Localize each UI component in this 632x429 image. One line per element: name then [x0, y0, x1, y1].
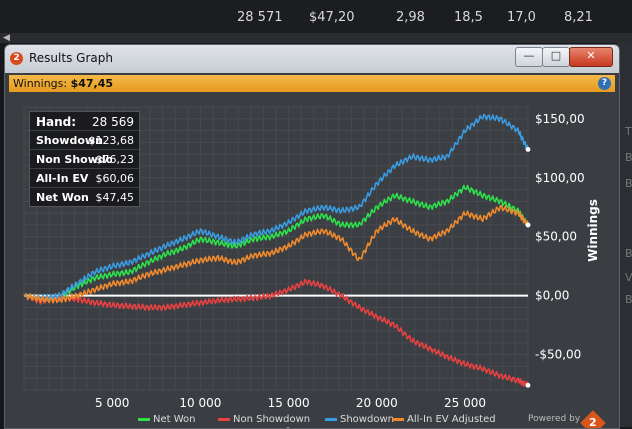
- y-axis-title: Winnings: [586, 199, 600, 262]
- winnings-bar: Winnings: $47,45 ?: [9, 75, 615, 92]
- series-line: [23, 113, 529, 302]
- stats-label: Showdown: [36, 134, 103, 147]
- series-end-point: [525, 147, 531, 152]
- stats-label: Hand:: [36, 115, 77, 129]
- y-tick-label: $150,00: [535, 112, 585, 126]
- powered-by-text: Powered by: [528, 414, 581, 424]
- series-end-point: [525, 382, 531, 388]
- legend-item-net-won[interactable]: Net Won: [138, 414, 196, 425]
- stats-value: $60,06: [95, 172, 135, 185]
- edge-letter: B: [625, 151, 632, 164]
- x-tick-label: 15 000: [268, 396, 310, 410]
- y-tick-label: $100,00: [535, 171, 585, 185]
- legend-label: Showdown: [340, 414, 394, 425]
- window-titlebar[interactable]: 2 Results Graph — □ ✕: [5, 45, 619, 73]
- results-table-summary-row: 28 571 $47,20 2,98 18,5 17,0 8,21: [0, 0, 632, 34]
- chart-legend: Net Won Non Showdown Showdown All-In EV …: [130, 414, 530, 428]
- stats-label: All-In EV: [36, 172, 89, 185]
- x-tick-label: 25 000: [444, 396, 486, 410]
- stats-row-net-won: Net Won $47,45: [30, 188, 139, 206]
- stats-value: 28 569: [92, 115, 134, 129]
- stats-value: $47,45: [95, 191, 135, 204]
- series-end-point: [525, 222, 531, 228]
- summary-cell-stat4: 8,21: [564, 10, 593, 25]
- edge-letter: B: [625, 177, 632, 190]
- stats-label: Net Won: [36, 191, 89, 204]
- legend-swatch: [392, 417, 404, 421]
- legend-swatch: [138, 417, 150, 421]
- legend-label: All-In EV Adjusted: [407, 414, 496, 425]
- maximize-button[interactable]: □: [542, 47, 570, 67]
- help-icon[interactable]: ?: [598, 77, 611, 90]
- stats-tooltip-box: Hand: 28 569 Showdown$123,68 Non Showdown…: [29, 111, 140, 207]
- summary-cell-stat1: 2,98: [396, 10, 425, 25]
- winnings-label: Winnings:: [13, 77, 68, 90]
- stats-row-non-showdown: Non Showdown-$76,23: [30, 150, 139, 169]
- edge-letter: T: [625, 125, 632, 138]
- horizontal-scrollbar[interactable]: ◀: [0, 33, 632, 43]
- stats-row-showdown: Showdown $123,68: [30, 131, 139, 150]
- results-line-chart: 5 000 10 000 15 000 20 000 25 000 $150,00 $100…: [23, 106, 600, 428]
- winnings-value: $47,45: [70, 77, 114, 90]
- series-line: [23, 204, 529, 304]
- legend-item-all-in-ev[interactable]: All-In EV Adjusted: [392, 414, 496, 425]
- series-line: [23, 184, 529, 305]
- summary-cell-stat3: 17,0: [507, 10, 536, 25]
- close-button[interactable]: ✕: [569, 47, 613, 67]
- series-line: [23, 278, 529, 388]
- edge-letter: B: [625, 293, 632, 306]
- app-logo-icon: 2: [10, 52, 23, 65]
- close-icon: ✕: [586, 49, 596, 62]
- maximize-icon: □: [550, 49, 562, 62]
- stats-value: $123,68: [88, 134, 135, 147]
- minimize-icon: —: [523, 49, 535, 62]
- x-tick-label: 10 000: [179, 396, 221, 410]
- summary-cell-winnings: $47,20: [309, 10, 355, 25]
- stats-value: -$76,23: [91, 153, 134, 166]
- y-tick-label: $50,00: [535, 230, 577, 244]
- edge-letter: B: [625, 247, 632, 260]
- legend-label: Non Showdown: [233, 414, 311, 425]
- stats-row-all-in-ev: All-In EV $60,06: [30, 169, 139, 188]
- x-tick-label: 20 000: [356, 396, 398, 410]
- x-tick-label: 5 000: [95, 396, 129, 410]
- legend-item-non-showdown[interactable]: Non Showdown: [218, 414, 310, 425]
- window-title: Results Graph: [29, 51, 113, 65]
- stats-row-hand: Hand: 28 569: [30, 112, 139, 131]
- legend-label: Net Won: [153, 414, 196, 425]
- scroll-left-icon[interactable]: ◀: [3, 33, 10, 43]
- background-table-edge: T B B B V B: [617, 43, 632, 427]
- legend-swatch: [218, 417, 230, 421]
- y-tick-label: $0,00: [535, 289, 569, 303]
- stats-label: Non Showdown: [36, 153, 112, 166]
- summary-cell-hands: 28 571: [237, 10, 283, 25]
- summary-cell-stat2: 18,5: [454, 10, 483, 25]
- results-graph-window: 2 Results Graph — □ ✕ Winnings: $47,45 ?…: [4, 44, 620, 429]
- edge-letter: V: [625, 271, 632, 284]
- legend-item-showdown[interactable]: Showdown: [325, 414, 394, 425]
- y-tick-label: -$50,00: [535, 348, 581, 362]
- legend-swatch: [325, 417, 337, 421]
